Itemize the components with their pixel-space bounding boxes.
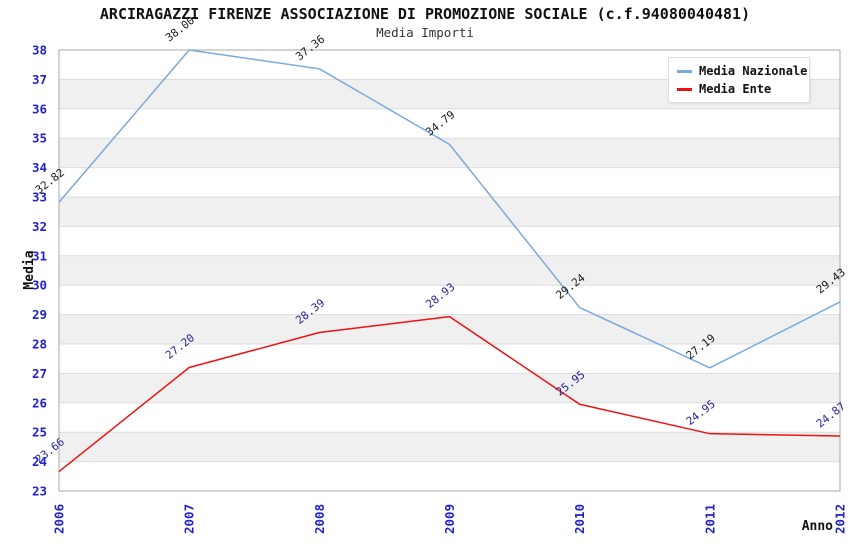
chart-subtitle: Media Importi bbox=[376, 25, 474, 40]
legend-item-media-nazionale: Media Nazionale bbox=[669, 64, 809, 78]
y-tick-label: 26 bbox=[32, 395, 47, 410]
y-tick-label: 33 bbox=[32, 190, 47, 205]
y-tick-label: 30 bbox=[32, 278, 47, 293]
point-label: 38.00 bbox=[163, 14, 197, 45]
x-tick-label: 2011 bbox=[702, 504, 717, 534]
chart-title: ARCIRAGAZZI FIRENZE ASSOCIAZIONE DI PROM… bbox=[99, 5, 751, 23]
y-tick-label: 29 bbox=[32, 307, 47, 322]
plot-border bbox=[58, 49, 841, 492]
legend-item-media-ente: Media Ente bbox=[669, 82, 809, 96]
series-line-media-ente bbox=[58, 315, 841, 473]
plot-band bbox=[59, 373, 840, 403]
plot-band bbox=[59, 226, 840, 256]
x-axis-title: Anno bbox=[802, 519, 833, 534]
x-tick-label: 2010 bbox=[572, 504, 587, 534]
plot-bands bbox=[59, 50, 840, 491]
y-tick-label: 38 bbox=[32, 43, 47, 58]
plot-band bbox=[59, 255, 840, 286]
x-tick-label: 2009 bbox=[442, 504, 457, 534]
y-tick-label: 27 bbox=[32, 366, 47, 381]
y-tick-label: 31 bbox=[32, 248, 47, 263]
plot-band bbox=[59, 314, 840, 344]
plot-band bbox=[59, 138, 840, 168]
x-tick-label: 2008 bbox=[312, 504, 327, 534]
plot-band bbox=[59, 285, 840, 315]
plot-band bbox=[59, 461, 840, 491]
y-tick-label: 28 bbox=[32, 337, 47, 352]
legend-label: Media Nazionale bbox=[699, 64, 808, 78]
y-tick-label: 32 bbox=[32, 219, 47, 234]
plot-band bbox=[59, 197, 840, 227]
x-tick-label: 2007 bbox=[182, 504, 197, 534]
x-axis-ticks: 2006 2007 2008 2009 2010 2011 2012 bbox=[52, 504, 848, 534]
legend-swatch-media-ente bbox=[677, 87, 692, 91]
plot-band bbox=[59, 402, 840, 433]
x-tick-label: 2006 bbox=[52, 504, 67, 534]
y-tick-label: 23 bbox=[32, 484, 47, 499]
x-tick-label: 2012 bbox=[833, 504, 848, 534]
plot-band bbox=[59, 108, 840, 139]
y-tick-label: 34 bbox=[32, 160, 47, 175]
y-tick-label: 36 bbox=[32, 101, 47, 116]
legend: Media Nazionale Media Ente bbox=[668, 57, 810, 103]
y-tick-label: 37 bbox=[32, 72, 47, 87]
plot-band bbox=[59, 167, 840, 197]
y-axis-title: Media bbox=[22, 250, 37, 289]
y-axis-ticks: 38 37 36 35 34 33 32 31 30 29 28 27 26 25 24 23 bbox=[32, 43, 47, 499]
legend-swatch-media-nazionale bbox=[677, 69, 692, 73]
y-tick-label: 35 bbox=[32, 131, 47, 146]
legend-label: Media Ente bbox=[699, 82, 772, 96]
plot-band bbox=[59, 432, 840, 462]
y-tick-label: 24 bbox=[32, 454, 47, 469]
series-lines bbox=[58, 49, 841, 473]
series-line-media-nazionale bbox=[58, 49, 841, 369]
y-tick-label: 25 bbox=[32, 425, 47, 440]
gridlines bbox=[59, 78, 840, 463]
